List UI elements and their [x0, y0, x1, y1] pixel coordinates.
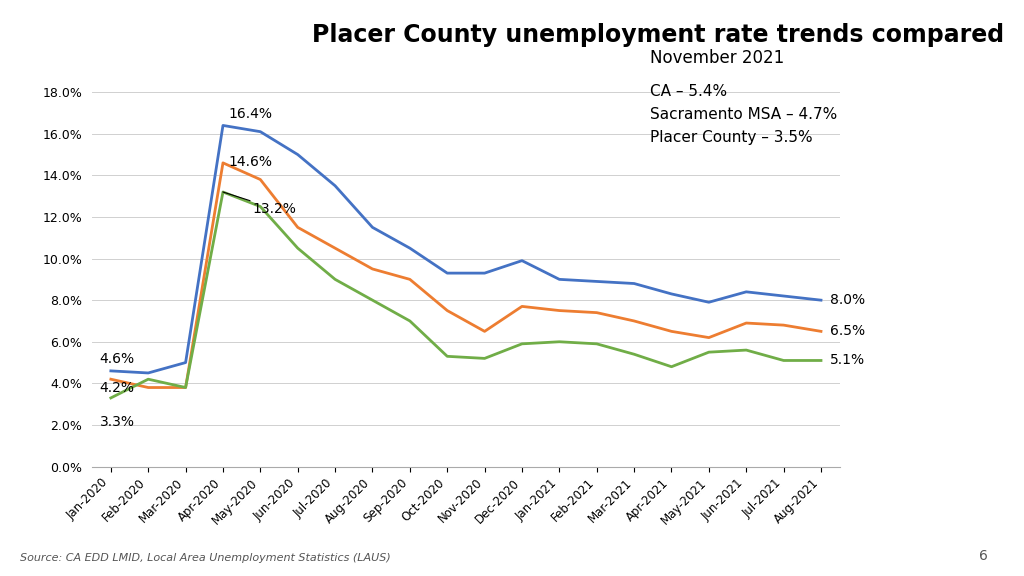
Text: Placer County – 3.5%: Placer County – 3.5% [650, 130, 813, 145]
Text: 13.2%: 13.2% [223, 192, 297, 215]
Text: 6: 6 [979, 550, 988, 563]
Text: Source: CA EDD LMID, Local Area Unemployment Statistics (LAUS): Source: CA EDD LMID, Local Area Unemploy… [20, 554, 391, 563]
Text: 8.0%: 8.0% [830, 293, 865, 307]
Text: 5.1%: 5.1% [830, 354, 865, 367]
Text: 4.2%: 4.2% [99, 381, 134, 395]
Text: 14.6%: 14.6% [228, 155, 272, 169]
Text: 4.6%: 4.6% [99, 352, 135, 366]
Text: 16.4%: 16.4% [228, 107, 272, 122]
Text: Placer County unemployment rate trends compared: Placer County unemployment rate trends c… [312, 23, 1004, 47]
Text: 6.5%: 6.5% [830, 324, 865, 338]
Text: Sacramento MSA – 4.7%: Sacramento MSA – 4.7% [650, 107, 838, 122]
Text: CA – 5.4%: CA – 5.4% [650, 84, 727, 98]
Text: 3.3%: 3.3% [99, 415, 134, 429]
Text: November 2021: November 2021 [650, 49, 784, 67]
